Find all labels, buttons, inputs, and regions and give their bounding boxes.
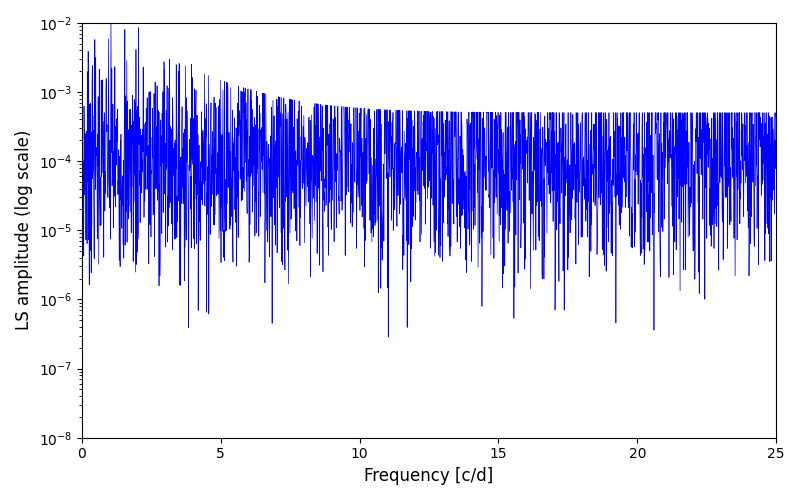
- X-axis label: Frequency [c/d]: Frequency [c/d]: [364, 467, 494, 485]
- Y-axis label: LS amplitude (log scale): LS amplitude (log scale): [15, 130, 33, 330]
